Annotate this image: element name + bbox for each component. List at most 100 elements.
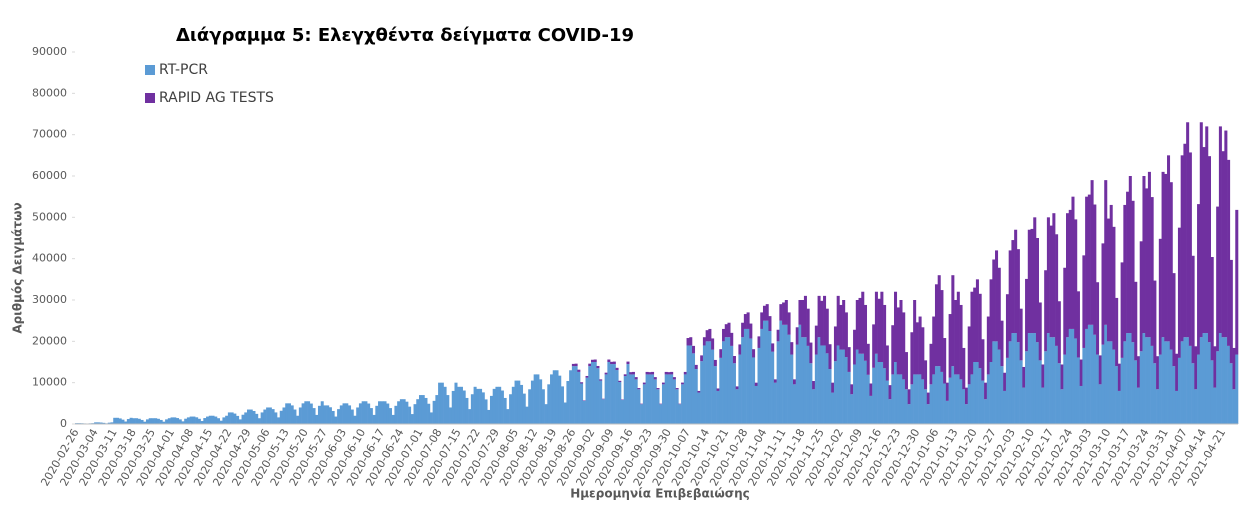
bar-segment <box>493 389 496 424</box>
bar-segment <box>632 374 635 424</box>
bar-segment <box>252 411 255 424</box>
bar-segment <box>662 383 665 385</box>
y-tick-label: 50000 <box>32 210 67 223</box>
bar-segment <box>1071 329 1074 424</box>
bar-segment <box>648 372 651 374</box>
bar-segment <box>1000 321 1003 366</box>
bar-segment <box>1041 388 1044 424</box>
bar-segment <box>651 374 654 424</box>
bar-segment <box>823 345 826 424</box>
bar-segment <box>454 383 457 424</box>
bar-segment <box>1172 366 1175 424</box>
bar-segment <box>1227 346 1230 424</box>
bar-segment <box>818 337 821 424</box>
bar-segment <box>919 374 922 424</box>
bar-segment <box>465 398 468 424</box>
bar-segment <box>834 361 837 424</box>
bar-segment <box>1014 230 1017 333</box>
bar-segment <box>965 404 968 424</box>
bar-segment <box>1121 358 1124 424</box>
legend-label: RAPID AG TESTS <box>159 90 274 106</box>
bar-segment <box>1153 363 1156 424</box>
bar-segment <box>1213 388 1216 424</box>
bar-segment <box>924 360 927 389</box>
bar-segment <box>818 296 821 337</box>
bar-segment <box>490 396 493 424</box>
bar-segment <box>545 404 548 424</box>
bar-segment <box>662 384 665 424</box>
chart-title: Διάγραμμα 5: Ελεγχθέντα δείγματα COVID-1… <box>176 25 634 46</box>
bar-segment <box>1052 213 1055 337</box>
bar-segment <box>1137 356 1140 387</box>
bar-segment <box>315 415 318 424</box>
bar-segment <box>899 374 902 424</box>
bar-segment <box>149 418 152 424</box>
bar-segment <box>1033 217 1036 333</box>
y-tick-label: 80000 <box>32 86 67 99</box>
bar-segment <box>1088 325 1091 424</box>
bar-segment <box>1170 350 1173 424</box>
bar-segment <box>282 407 285 424</box>
bar-segment <box>258 418 261 424</box>
bar-segment <box>1126 333 1129 424</box>
bar-segment <box>171 417 174 424</box>
bar-segment <box>373 415 376 424</box>
bar-segment <box>1096 282 1099 354</box>
bar-segment <box>561 386 564 424</box>
bar-segment <box>796 345 799 424</box>
bar-segment <box>678 404 681 424</box>
bar-segment <box>572 366 575 424</box>
bar-segment <box>179 419 182 424</box>
bar-segment <box>1203 333 1206 424</box>
bar-segment <box>424 398 427 424</box>
bar-segment <box>367 404 370 424</box>
bar-segment <box>651 372 654 374</box>
bar-segment <box>566 381 569 424</box>
bar-segment <box>1205 333 1208 424</box>
bar-segment <box>1006 358 1009 424</box>
bar-segment <box>419 395 422 424</box>
bar-segment <box>845 357 848 424</box>
bar-segment <box>1132 342 1135 424</box>
bar-segment <box>588 364 591 366</box>
bar-segment <box>438 383 441 424</box>
bar-segment <box>1235 355 1238 424</box>
bar-segment <box>1017 342 1020 424</box>
bar-segment <box>1140 241 1143 351</box>
bar-segment <box>624 376 627 424</box>
bar-segment <box>1197 355 1200 424</box>
bar-segment <box>310 404 313 424</box>
bar-segment <box>970 374 973 424</box>
bar-segment <box>1205 126 1208 333</box>
bar-segment <box>1186 337 1189 424</box>
bar-segment <box>487 410 490 424</box>
bar-segment <box>135 418 138 424</box>
bar-segment <box>703 345 706 424</box>
bar-segment <box>302 403 305 424</box>
bar-segment <box>908 389 911 404</box>
bar-segment <box>973 288 976 362</box>
bar-segment <box>1014 333 1017 424</box>
bar-segment <box>654 377 657 379</box>
bar-segment <box>700 361 703 424</box>
bar-segment <box>1107 341 1110 424</box>
bar-segment <box>804 296 807 337</box>
bar-segment <box>990 362 993 424</box>
bar-segment <box>968 326 971 384</box>
bar-segment <box>1009 250 1012 341</box>
bar-segment <box>872 368 875 424</box>
bar-segment <box>894 292 897 362</box>
bar-segment <box>820 301 823 346</box>
bar-segment <box>1115 366 1118 424</box>
bar-segment <box>239 419 242 424</box>
bar-segment <box>313 408 316 424</box>
bar-segment <box>946 401 949 424</box>
bar-segment <box>932 374 935 424</box>
y-tick-label: 0 <box>60 417 67 430</box>
y-tick-label: 70000 <box>32 128 67 141</box>
bar-segment <box>381 401 384 424</box>
bar-segment <box>616 370 619 424</box>
bar-segment <box>250 410 253 424</box>
bar-segment <box>935 366 938 424</box>
bar-segment <box>741 337 744 424</box>
